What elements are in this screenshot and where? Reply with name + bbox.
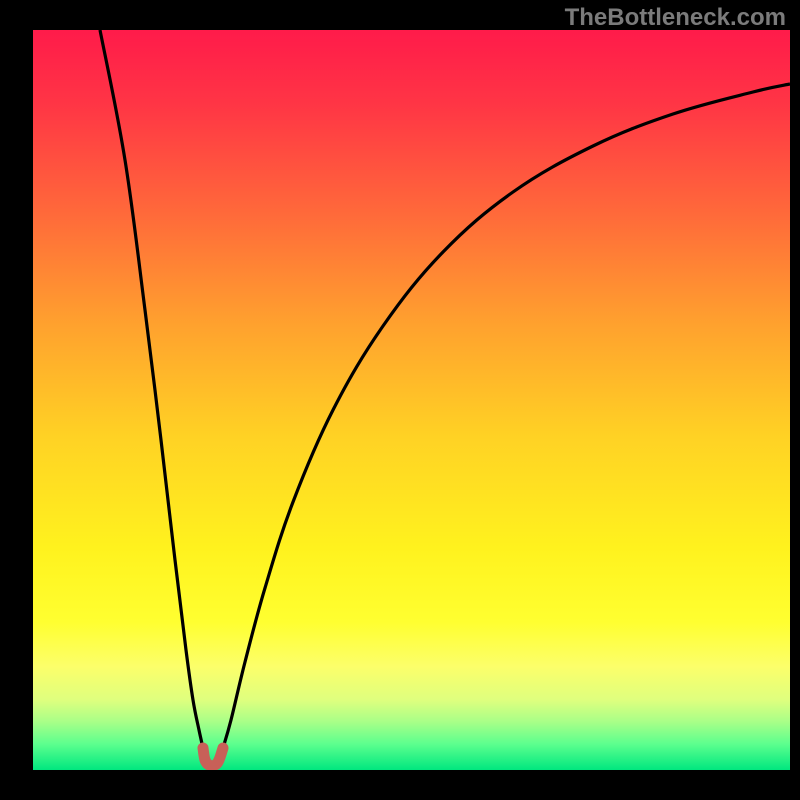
bottleneck-curve-left [100,30,203,748]
plot-area [33,30,790,770]
curve-layer [33,30,790,770]
watermark-text: TheBottleneck.com [565,4,786,32]
bottleneck-curve-right [223,84,790,748]
chart-container: TheBottleneck.com [0,0,800,800]
trough-marker [203,748,223,766]
